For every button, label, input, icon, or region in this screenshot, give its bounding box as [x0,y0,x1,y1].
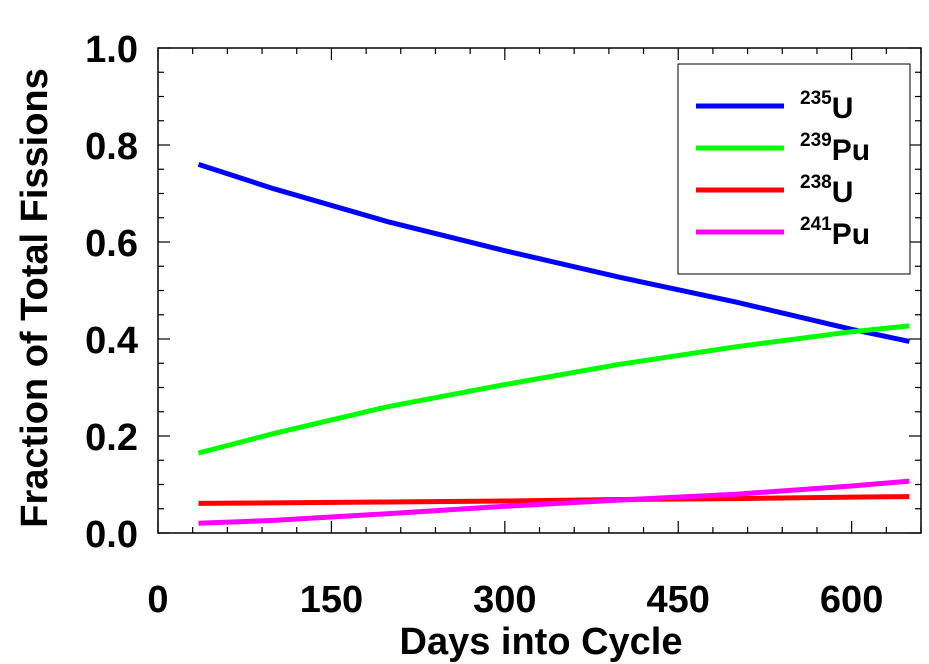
x-tick-label: 0 [147,579,168,621]
series-lines [197,162,910,526]
y-tick-label: 0.8 [85,126,138,168]
y-tick-label: 0.2 [85,417,138,459]
series-line-235-u [197,162,910,344]
tick-labels: 0 150 300 450 600 0.0 0.2 0.4 0.6 0.8 1.0 [85,29,883,621]
legend-label: 239Pu [800,130,870,167]
plot-frame [157,47,922,534]
y-tick-label: 0.4 [85,320,138,362]
x-tick-label: 300 [473,579,536,621]
legend-label: 238U [800,172,853,209]
y-tick-label: 0.0 [85,514,138,556]
x-tick-label: 150 [300,579,363,621]
x-tick-label: 450 [647,579,710,621]
y-axis-title: Fraction of Total Fissions [14,68,56,528]
x-axis-title: Days into Cycle [400,621,683,663]
legend-label: 235U [800,88,853,125]
legend-box [677,63,911,275]
series-line-238-u [198,494,910,506]
y-tick-label: 0.6 [85,223,138,265]
legend: 235U 239Pu 238U 241Pu [677,63,911,275]
legend-label: 241Pu [800,214,870,251]
series-line-239-pu [197,323,910,456]
series-line-241-pu [198,478,910,526]
x-tick-label: 600 [820,579,883,621]
y-tick-label: 1.0 [85,29,138,71]
